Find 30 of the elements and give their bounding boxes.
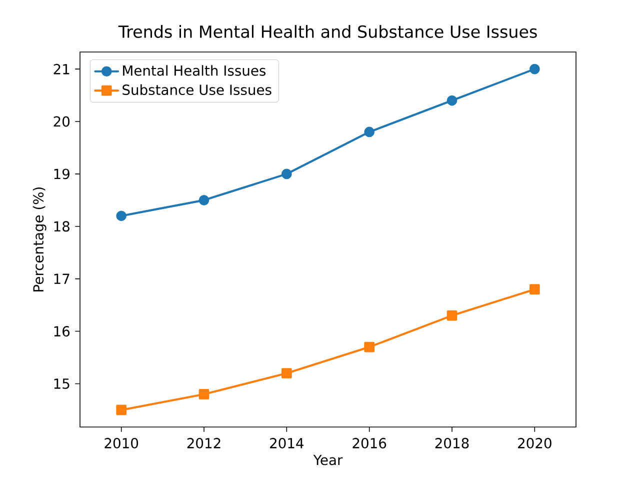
x-tick-label: 2014: [270, 438, 304, 448]
x-tick-label: 2018: [435, 438, 469, 448]
chart-title: Trends in Mental Health and Substance Use Issues: [118, 25, 537, 38]
point: [446, 95, 458, 106]
y-tick-label: 16: [54, 326, 70, 337]
y-tick-label: 15: [54, 378, 70, 389]
x-tick-label: 2020: [518, 438, 552, 448]
x-axis-title: Year: [313, 454, 343, 466]
x-tick-label: 2010: [104, 438, 138, 448]
y-tick-label: 17: [54, 274, 70, 284]
y-axis-title: Percentage (%): [32, 187, 46, 292]
x-tick-label: 2012: [187, 438, 220, 448]
y-tick-label: 21: [54, 64, 70, 74]
point: [198, 389, 210, 400]
y-tick-label: 20: [54, 116, 70, 127]
point: [364, 342, 375, 352]
point: [446, 310, 458, 321]
point: [116, 210, 127, 222]
point: [364, 126, 375, 138]
point: [281, 168, 292, 180]
legend-label: Mental Health Issues: [123, 65, 266, 76]
point: [281, 368, 292, 378]
y-tick-label: 19: [54, 168, 70, 180]
point: [529, 64, 540, 74]
point: [529, 284, 540, 294]
y-tick-label: 18: [54, 221, 70, 232]
point: [116, 404, 127, 416]
x-tick-label: 2016: [352, 438, 386, 448]
point: [198, 194, 210, 206]
legend-label: Substance Use Issues: [122, 84, 272, 96]
